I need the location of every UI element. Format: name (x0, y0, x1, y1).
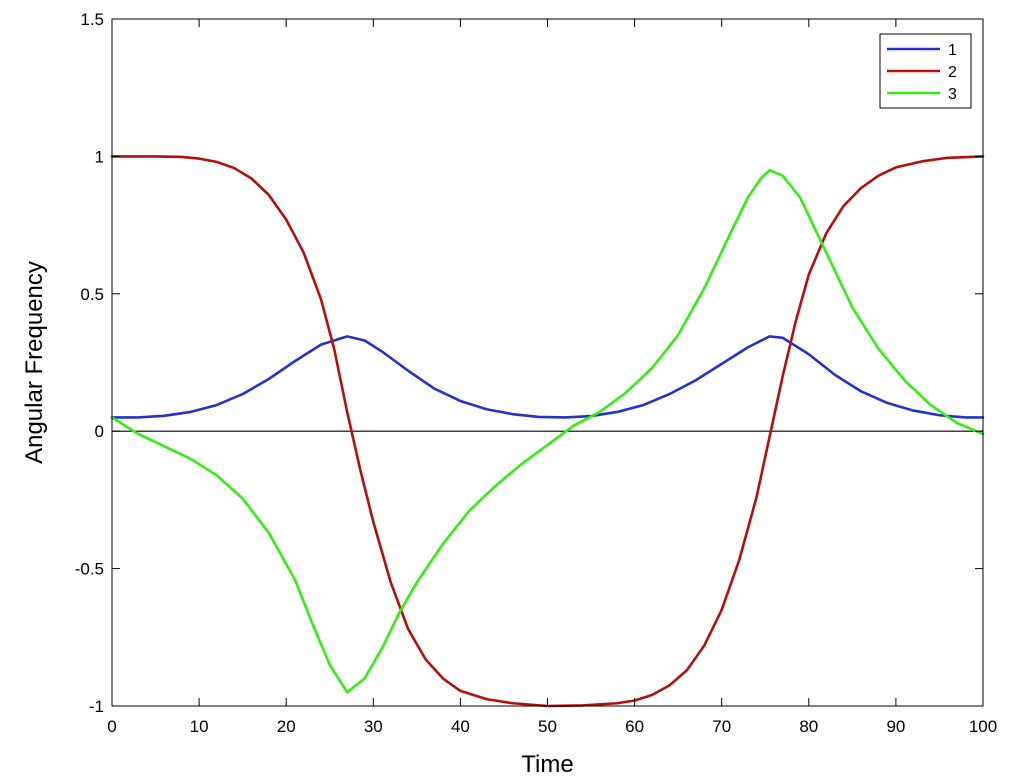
y-axis-label: Angular Frequency (21, 261, 48, 464)
x-tick-label: 30 (364, 717, 383, 736)
x-tick-label: 20 (277, 717, 296, 736)
x-tick-label: 40 (451, 717, 470, 736)
x-axis-ticks: 0 10 20 30 40 50 60 70 80 90 100 (107, 19, 997, 736)
legend-label-2: 2 (948, 64, 957, 81)
series-line-1 (110, 335, 985, 419)
x-tick-label: 60 (625, 717, 644, 736)
legend: 1 2 3 (879, 33, 972, 109)
y-tick-label: 0.5 (80, 285, 104, 304)
x-tick-label: 10 (190, 717, 209, 736)
x-tick-label: 100 (969, 717, 997, 736)
x-tick-label: 70 (712, 717, 731, 736)
y-tick-label: 0 (95, 422, 104, 441)
legend-label-3: 3 (948, 86, 957, 103)
series-line-3 (110, 168, 985, 694)
x-tick-label: 0 (107, 717, 116, 736)
x-tick-label: 80 (799, 717, 818, 736)
x-tick-label: 50 (538, 717, 557, 736)
x-tick-label: 90 (886, 717, 905, 736)
y-tick-label: 1 (95, 147, 104, 166)
y-tick-label: -1 (89, 697, 104, 716)
plot-area (112, 19, 983, 706)
y-tick-label: -0.5 (75, 560, 104, 579)
x-axis-label: Time (521, 751, 573, 778)
legend-label-1: 1 (948, 42, 957, 59)
y-tick-label: 1.5 (80, 10, 104, 29)
y-axis-ticks: -1 -0.5 0 0.5 1 1.5 (75, 10, 983, 716)
